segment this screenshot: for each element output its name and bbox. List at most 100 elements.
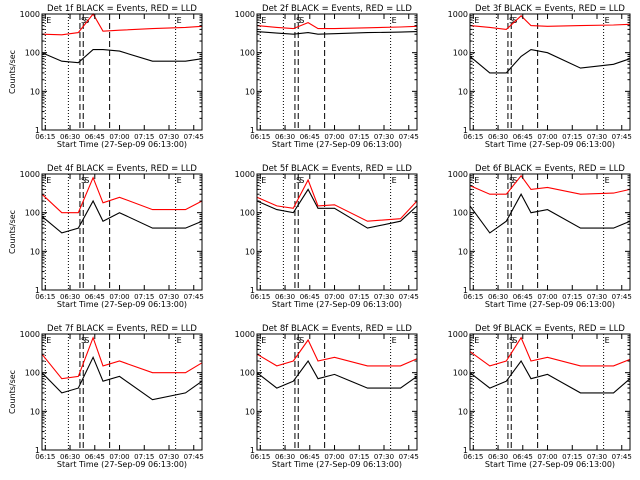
series-line-lld xyxy=(256,178,418,222)
x-tick-label: 06:15 xyxy=(35,293,55,301)
y-tick-label: 1000 xyxy=(235,170,255,179)
x-tick-label: 06:30 xyxy=(275,133,295,141)
event-marker-label: S xyxy=(299,336,304,345)
y-tick-label: 100 xyxy=(240,209,255,218)
x-tick-label: 06:15 xyxy=(250,453,270,461)
x-tick-label: 06:45 xyxy=(85,293,105,301)
event-marker-label: S xyxy=(81,336,86,345)
chart-title: Det 8f BLACK = Events, RED = LLD xyxy=(262,324,412,334)
x-tick-label: 06:45 xyxy=(85,453,105,461)
series-line-lld xyxy=(469,15,631,30)
series-line-lld xyxy=(256,338,418,367)
x-tick-label: 07:45 xyxy=(184,293,204,301)
event-marker-label: E xyxy=(177,176,182,185)
event-marker-label: S xyxy=(84,16,89,25)
x-tick-label: 07:30 xyxy=(374,453,394,461)
event-marker-label: S xyxy=(509,336,514,345)
plot-frame xyxy=(256,173,418,291)
x-tick-label: 07:45 xyxy=(399,453,419,461)
x-tick-label: 07:45 xyxy=(612,133,632,141)
y-tick-label: 1 xyxy=(463,446,468,455)
event-marker-label: S xyxy=(299,16,304,25)
event-marker-label: S xyxy=(512,176,517,185)
x-tick-label: 06:45 xyxy=(300,453,320,461)
x-tick-label: 07:15 xyxy=(349,133,369,141)
series-line-events xyxy=(41,49,203,64)
y-tick-label: 1 xyxy=(35,446,40,455)
y-tick-label: 100 xyxy=(240,49,255,58)
x-axis-label: Start Time (27-Sep-09 06:13:00) xyxy=(57,300,187,309)
chart-title: Det 1f BLACK = Events, RED = LLD xyxy=(47,4,197,14)
x-axis-label: Start Time (27-Sep-09 06:13:00) xyxy=(57,140,187,149)
x-tick-label: 07:30 xyxy=(587,133,607,141)
x-axis-label: Start Time (27-Sep-09 06:13:00) xyxy=(272,460,402,469)
event-marker-label: E xyxy=(261,16,266,25)
y-tick-label: 1 xyxy=(463,126,468,135)
x-tick-label: 07:30 xyxy=(374,293,394,301)
plot-frame xyxy=(256,13,418,131)
x-tick-label: 06:45 xyxy=(513,133,533,141)
y-tick-label: 1000 xyxy=(235,330,255,339)
y-tick-label: 100 xyxy=(453,369,468,378)
x-axis-label: Start Time (27-Sep-09 06:13:00) xyxy=(272,140,402,149)
event-marker-label: S xyxy=(84,176,89,185)
event-marker-label: S xyxy=(296,176,301,185)
y-tick-label: 10 xyxy=(245,247,255,256)
x-tick-label: 06:45 xyxy=(513,453,533,461)
x-tick-label: 06:30 xyxy=(60,133,80,141)
y-tick-label: 1 xyxy=(250,126,255,135)
event-marker-label: E xyxy=(605,336,610,345)
y-tick-label: 10 xyxy=(458,87,468,96)
x-tick-label: 06:30 xyxy=(275,453,295,461)
series-line-events xyxy=(469,49,631,74)
chart-title: Det 5f BLACK = Events, RED = LLD xyxy=(262,164,412,174)
x-tick-label: 06:15 xyxy=(250,293,270,301)
x-tick-label: 06:45 xyxy=(300,133,320,141)
x-tick-label: 06:15 xyxy=(250,133,270,141)
x-axis-label: Start Time (27-Sep-09 06:13:00) xyxy=(485,460,615,469)
chart-title: Det 3f BLACK = Events, RED = LLD xyxy=(475,4,625,14)
x-tick-label: 07:00 xyxy=(324,293,344,301)
x-axis-label: Start Time (27-Sep-09 06:13:00) xyxy=(272,300,402,309)
x-axis-label: Start Time (27-Sep-09 06:13:00) xyxy=(57,460,187,469)
event-marker-label: E xyxy=(177,336,182,345)
plot-frame xyxy=(41,333,203,451)
chart-title: Det 4f BLACK = Events, RED = LLD xyxy=(47,164,197,174)
series-line-events xyxy=(41,199,203,234)
y-tick-label: 10 xyxy=(458,407,468,416)
event-marker-label: S xyxy=(512,16,517,25)
y-tick-label: 10 xyxy=(245,407,255,416)
series-line-events xyxy=(469,359,631,394)
event-marker-label: E xyxy=(392,336,397,345)
event-marker-label: E xyxy=(46,16,51,25)
event-marker-label: E xyxy=(392,16,397,25)
y-tick-label: 10 xyxy=(458,247,468,256)
plot-frame xyxy=(469,13,631,131)
y-axis-label: Counts/sec xyxy=(8,50,17,94)
series-line-events xyxy=(256,188,418,229)
chart-title: Det 9f BLACK = Events, RED = LLD xyxy=(475,324,625,334)
x-tick-label: 07:15 xyxy=(562,453,582,461)
event-marker-label: E xyxy=(177,16,182,25)
y-tick-label: 100 xyxy=(25,369,40,378)
plot-frame xyxy=(256,333,418,451)
x-tick-label: 07:45 xyxy=(612,453,632,461)
x-tick-label: 07:45 xyxy=(612,293,632,301)
series-line-lld xyxy=(469,336,631,367)
series-line-events xyxy=(469,193,631,234)
x-tick-label: 07:00 xyxy=(109,293,129,301)
x-tick-label: 07:15 xyxy=(134,293,154,301)
x-tick-label: 07:30 xyxy=(587,293,607,301)
y-tick-label: 1000 xyxy=(20,10,40,19)
event-marker-label: S xyxy=(81,16,86,25)
x-tick-label: 07:45 xyxy=(399,293,419,301)
plot-frame xyxy=(469,333,631,451)
y-tick-label: 1 xyxy=(250,446,255,455)
